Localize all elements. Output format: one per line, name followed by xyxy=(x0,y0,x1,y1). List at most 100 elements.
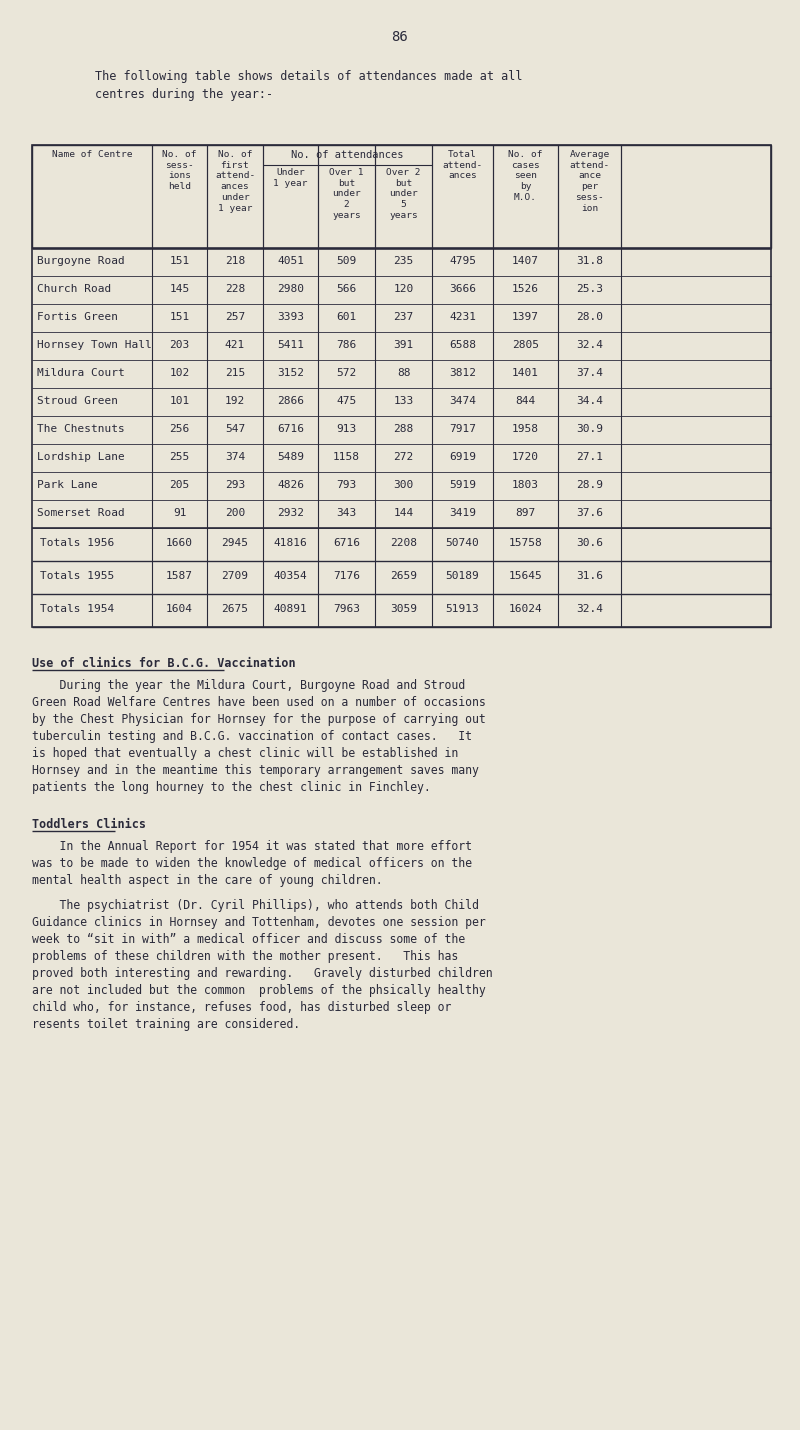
Text: 601: 601 xyxy=(336,312,357,322)
Text: 30.6: 30.6 xyxy=(576,538,603,548)
Text: centres during the year:-: centres during the year:- xyxy=(95,89,273,102)
Text: 228: 228 xyxy=(225,285,245,295)
Text: 3059: 3059 xyxy=(390,603,417,613)
Text: are not included but the common  problems of the phsically healthy: are not included but the common problems… xyxy=(32,984,486,997)
Text: No. of
first
attend-
ances
under
1 year: No. of first attend- ances under 1 year xyxy=(215,150,255,213)
Text: Stroud Green: Stroud Green xyxy=(37,396,118,406)
Text: 32.4: 32.4 xyxy=(576,603,603,613)
Text: 786: 786 xyxy=(336,340,357,350)
Bar xyxy=(32,144,771,626)
Text: 27.1: 27.1 xyxy=(576,452,603,462)
Text: 1604: 1604 xyxy=(166,603,193,613)
Text: 1660: 1660 xyxy=(166,538,193,548)
Text: 34.4: 34.4 xyxy=(576,396,603,406)
Text: 913: 913 xyxy=(336,425,357,433)
Text: 2945: 2945 xyxy=(222,538,249,548)
Text: 288: 288 xyxy=(394,425,414,433)
Text: patients the long hourney to the chest clinic in Finchley.: patients the long hourney to the chest c… xyxy=(32,781,430,794)
Text: 192: 192 xyxy=(225,396,245,406)
Text: 41816: 41816 xyxy=(274,538,307,548)
Text: 5489: 5489 xyxy=(277,452,304,462)
Text: is hoped that eventually a chest clinic will be established in: is hoped that eventually a chest clinic … xyxy=(32,746,458,759)
Text: No. of attendances: No. of attendances xyxy=(291,150,404,160)
Text: 1958: 1958 xyxy=(512,425,539,433)
Text: 145: 145 xyxy=(170,285,190,295)
Text: 7917: 7917 xyxy=(449,425,476,433)
Text: 5919: 5919 xyxy=(449,480,476,490)
Text: 509: 509 xyxy=(336,256,357,266)
Text: 5411: 5411 xyxy=(277,340,304,350)
Text: 237: 237 xyxy=(394,312,414,322)
Text: 475: 475 xyxy=(336,396,357,406)
Text: 2932: 2932 xyxy=(277,508,304,518)
Text: Use of clinics for B.C.G. Vaccination: Use of clinics for B.C.G. Vaccination xyxy=(32,656,296,671)
Text: 32.4: 32.4 xyxy=(576,340,603,350)
Text: 391: 391 xyxy=(394,340,414,350)
Text: Hornsey and in the meantime this temporary arrangement saves many: Hornsey and in the meantime this tempora… xyxy=(32,764,479,776)
Text: was to be made to widen the knowledge of medical officers on the: was to be made to widen the knowledge of… xyxy=(32,857,472,869)
Text: 200: 200 xyxy=(225,508,245,518)
Text: 40891: 40891 xyxy=(274,603,307,613)
Text: No. of
sess-
ions
held: No. of sess- ions held xyxy=(162,150,197,192)
Text: Average
attend-
ance
per
sess-
ion: Average attend- ance per sess- ion xyxy=(570,150,610,213)
Text: 30.9: 30.9 xyxy=(576,425,603,433)
Text: 37.4: 37.4 xyxy=(576,368,603,378)
Text: 3474: 3474 xyxy=(449,396,476,406)
Text: 102: 102 xyxy=(170,368,190,378)
Text: Green Road Welfare Centres have been used on a number of occasions: Green Road Welfare Centres have been use… xyxy=(32,696,486,709)
Text: 3812: 3812 xyxy=(449,368,476,378)
Text: Under
1 year: Under 1 year xyxy=(274,167,308,187)
Text: 6588: 6588 xyxy=(449,340,476,350)
Text: 7176: 7176 xyxy=(333,571,360,581)
Text: 215: 215 xyxy=(225,368,245,378)
Text: by the Chest Physician for Hornsey for the purpose of carrying out: by the Chest Physician for Hornsey for t… xyxy=(32,714,486,726)
Text: The Chestnuts: The Chestnuts xyxy=(37,425,125,433)
Text: 235: 235 xyxy=(394,256,414,266)
Text: proved both interesting and rewarding.   Gravely disturbed children: proved both interesting and rewarding. G… xyxy=(32,967,493,980)
Text: 897: 897 xyxy=(515,508,536,518)
Text: 133: 133 xyxy=(394,396,414,406)
Text: Totals 1956: Totals 1956 xyxy=(40,538,114,548)
Text: 844: 844 xyxy=(515,396,536,406)
Text: Park Lane: Park Lane xyxy=(37,480,98,490)
Text: 2805: 2805 xyxy=(512,340,539,350)
Text: 218: 218 xyxy=(225,256,245,266)
Text: In the Annual Report for 1954 it was stated that more effort: In the Annual Report for 1954 it was sta… xyxy=(32,839,472,854)
Text: 2866: 2866 xyxy=(277,396,304,406)
Text: 257: 257 xyxy=(225,312,245,322)
Text: 91: 91 xyxy=(173,508,186,518)
Text: 293: 293 xyxy=(225,480,245,490)
Text: problems of these children with the mother present.   This has: problems of these children with the moth… xyxy=(32,950,458,962)
Text: No. of
cases
seen
by
M.O.: No. of cases seen by M.O. xyxy=(508,150,542,202)
Text: 255: 255 xyxy=(170,452,190,462)
Text: tuberculin testing and B.C.G. vaccination of contact cases.   It: tuberculin testing and B.C.G. vaccinatio… xyxy=(32,729,472,744)
Text: 421: 421 xyxy=(225,340,245,350)
Text: Toddlers Clinics: Toddlers Clinics xyxy=(32,818,146,831)
Text: 25.3: 25.3 xyxy=(576,285,603,295)
Text: resents toilet training are considered.: resents toilet training are considered. xyxy=(32,1018,300,1031)
Text: 272: 272 xyxy=(394,452,414,462)
Text: 572: 572 xyxy=(336,368,357,378)
Text: Lordship Lane: Lordship Lane xyxy=(37,452,125,462)
Text: 2675: 2675 xyxy=(222,603,249,613)
Text: 2659: 2659 xyxy=(390,571,417,581)
Text: 40354: 40354 xyxy=(274,571,307,581)
Text: Hornsey Town Hall: Hornsey Town Hall xyxy=(37,340,152,350)
Text: Over 2
but
under
5
years: Over 2 but under 5 years xyxy=(386,167,421,220)
Text: 31.8: 31.8 xyxy=(576,256,603,266)
Text: 4795: 4795 xyxy=(449,256,476,266)
Text: 151: 151 xyxy=(170,312,190,322)
Text: 16024: 16024 xyxy=(509,603,542,613)
Text: 101: 101 xyxy=(170,396,190,406)
Text: 15645: 15645 xyxy=(509,571,542,581)
Text: 1407: 1407 xyxy=(512,256,539,266)
Text: 1158: 1158 xyxy=(333,452,360,462)
Text: 4231: 4231 xyxy=(449,312,476,322)
Text: 31.6: 31.6 xyxy=(576,571,603,581)
Text: week to “sit in with” a medical officer and discuss some of the: week to “sit in with” a medical officer … xyxy=(32,932,465,947)
Text: Over 1
but
under
2
years: Over 1 but under 2 years xyxy=(330,167,364,220)
Text: 50740: 50740 xyxy=(446,538,479,548)
Text: Somerset Road: Somerset Road xyxy=(37,508,125,518)
Text: child who, for instance, refuses food, has disturbed sleep or: child who, for instance, refuses food, h… xyxy=(32,1001,451,1014)
Text: 4051: 4051 xyxy=(277,256,304,266)
